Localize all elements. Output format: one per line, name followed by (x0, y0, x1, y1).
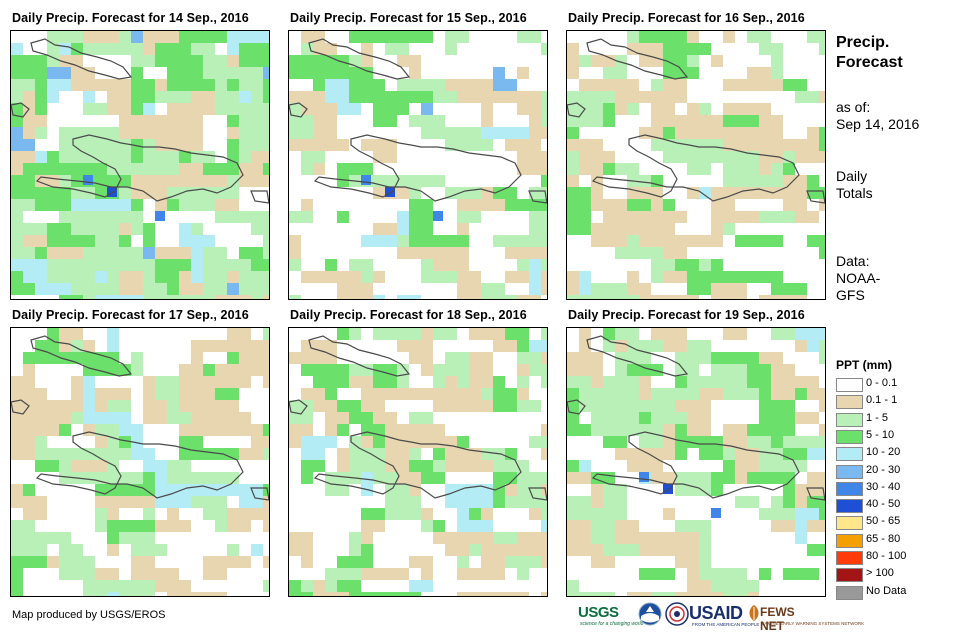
panel-title-1: Daily Precip. Forecast for 14 Sep., 2016 (12, 11, 249, 25)
panel-title-3: Daily Precip. Forecast for 16 Sep., 2016 (568, 11, 805, 25)
map-panel-4 (10, 327, 270, 597)
legend-label: 30 - 40 (866, 480, 901, 493)
legend-swatch (836, 429, 863, 444)
legend-label: 10 - 20 (866, 446, 901, 459)
legend-label: 0.1 - 1 (866, 394, 898, 407)
panel-title-5: Daily Precip. Forecast for 18 Sep., 2016 (290, 308, 527, 322)
as-of-label: as of: (836, 99, 871, 115)
data-source-line3: GFS (836, 287, 865, 303)
side-title-line1: Precip. (836, 34, 890, 51)
panel-title-6: Daily Precip. Forecast for 19 Sep., 2016 (568, 308, 805, 322)
map-panel-6 (566, 327, 826, 597)
data-source-block: Data: NOAA- GFS (836, 253, 880, 304)
legend-title: PPT (mm) (836, 358, 893, 372)
legend-label: 1 - 5 (866, 411, 889, 424)
legend-swatch (836, 499, 863, 514)
precip-raster-1 (11, 31, 269, 299)
legend-swatch (836, 533, 863, 548)
doi-seal-icon (665, 602, 689, 626)
data-source-line2: NOAA- (836, 270, 881, 286)
map-panel-2 (288, 30, 548, 300)
legend-label: 5 - 10 (866, 428, 895, 441)
legend-swatch (836, 585, 863, 600)
legend-swatch (836, 568, 863, 583)
fews-net-logo: FEWS NET (760, 605, 795, 633)
totals-line2: Totals (836, 185, 873, 201)
side-title: Precip. Forecast (836, 33, 903, 73)
data-source-line1: Data: (836, 253, 870, 269)
legend-swatch (836, 551, 863, 565)
legend-swatch (836, 395, 863, 410)
legend-swatch (836, 378, 863, 392)
map-panel-1 (10, 30, 270, 300)
usaid-tagline: FROM THE AMERICAN PEOPLE (692, 622, 760, 627)
map-panel-5 (288, 327, 548, 597)
panel-title-4: Daily Precip. Forecast for 17 Sep., 2016 (12, 308, 249, 322)
totals-block: Daily Totals (836, 168, 873, 202)
legend-label: 20 - 30 (866, 463, 901, 476)
legend-label: 0 - 0.1 (866, 377, 898, 389)
credit-text: Map produced by USGS/EROS (12, 609, 166, 621)
legend-label: 80 - 100 (866, 550, 907, 562)
noaa-logo-icon (638, 602, 662, 626)
legend-label: 50 - 65 (866, 515, 901, 528)
side-title-line2: Forecast (836, 54, 903, 71)
legend-label: > 100 (866, 567, 894, 580)
precip-raster-3 (567, 31, 825, 299)
legend-label: 40 - 50 (866, 498, 901, 511)
legend-swatch (836, 464, 863, 479)
as-of-block: as of: Sep 14, 2016 (836, 99, 919, 133)
usgs-logo: USGS (578, 604, 619, 621)
legend-swatch (836, 447, 863, 462)
as-of-date: Sep 14, 2016 (836, 116, 920, 132)
fews-leaf-icon (749, 605, 759, 621)
precip-raster-5 (289, 328, 547, 596)
legend-swatch (836, 481, 863, 496)
precip-raster-6 (567, 328, 825, 596)
fews-net-tagline: FAMINE EARLY WARNING SYSTEMS NETWORK (762, 621, 865, 626)
legend-label: No Data (866, 584, 907, 597)
legend-swatch (836, 412, 863, 427)
legend-swatch (836, 516, 863, 531)
precip-raster-4 (11, 328, 269, 596)
totals-line1: Daily (836, 168, 868, 184)
precip-raster-2 (289, 31, 547, 299)
legend-label: 65 - 80 (866, 532, 901, 545)
panel-title-2: Daily Precip. Forecast for 15 Sep., 2016 (290, 11, 527, 25)
usgs-tagline: science for a changing world (580, 621, 644, 627)
map-panel-3 (566, 30, 826, 300)
usaid-logo: USAID (689, 603, 743, 623)
